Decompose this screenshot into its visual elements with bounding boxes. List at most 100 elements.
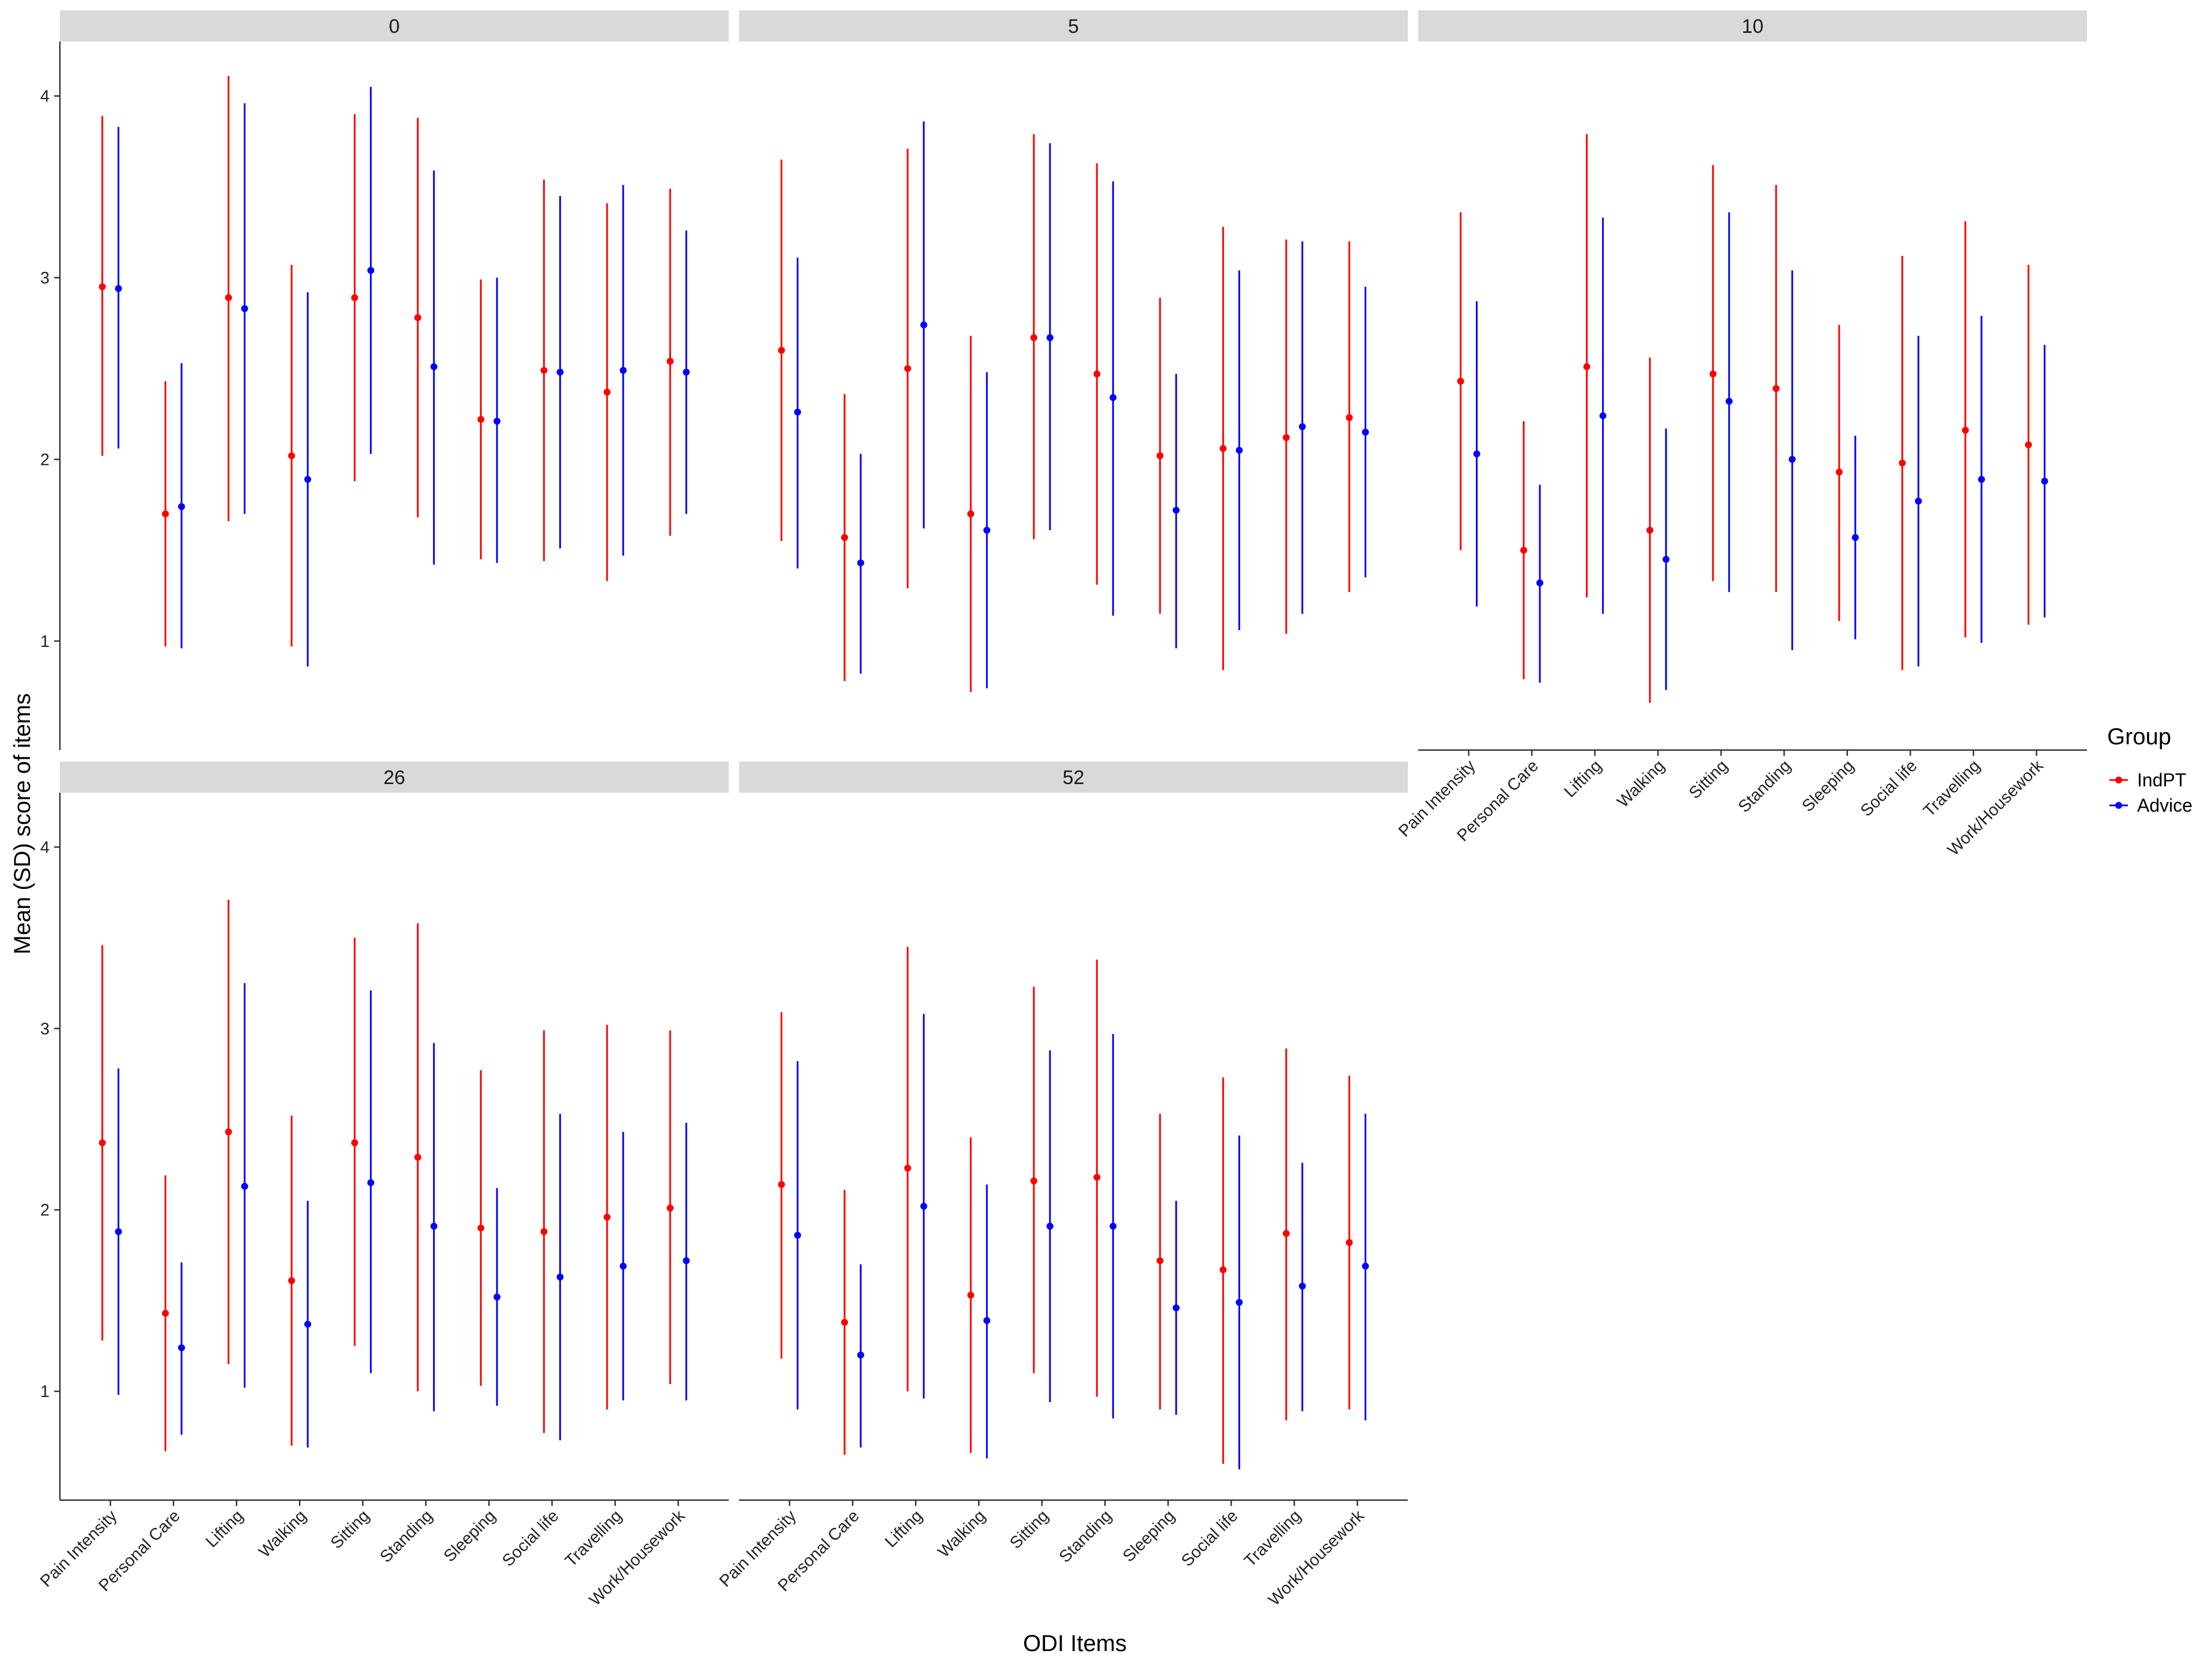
mean-point-10-Advice-0: [1473, 450, 1480, 457]
mean-point-26-IndPT-5: [414, 1153, 422, 1161]
x-tick-label-2-4: Sitting: [1685, 756, 1732, 802]
mean-point-5-Advice-3: [983, 527, 991, 534]
mean-point-0-IndPT-0: [99, 283, 106, 290]
x-axis-title: ODI Items: [1023, 1631, 1127, 1656]
mean-point-26-IndPT-2: [225, 1128, 232, 1135]
x-tick-label-1-6: Sleeping: [1119, 1506, 1178, 1565]
legend-key-point-IndPT: [2115, 777, 2122, 783]
facet-strip-10: [1418, 10, 2087, 41]
mean-point-10-IndPT-1: [1520, 547, 1528, 554]
mean-point-10-IndPT-9: [2025, 441, 2032, 449]
legend-title: Group: [2107, 724, 2171, 749]
mean-point-10-Advice-4: [1725, 397, 1733, 405]
mean-point-5-IndPT-8: [1282, 434, 1290, 441]
x-tick-label-1-2: Lifting: [881, 1506, 926, 1551]
mean-point-52-IndPT-7: [1219, 1266, 1227, 1274]
mean-point-5-Advice-4: [1046, 334, 1054, 342]
mean-point-10-Advice-8: [1978, 476, 1985, 483]
mean-point-52-IndPT-9: [1346, 1239, 1353, 1246]
mean-point-5-IndPT-3: [967, 510, 975, 517]
mean-point-52-Advice-1: [857, 1351, 865, 1359]
x-tick-label-1-7: Social life: [1178, 1506, 1241, 1570]
mean-point-5-IndPT-7: [1219, 445, 1227, 452]
mean-point-5-IndPT-0: [778, 347, 785, 354]
mean-point-0-IndPT-2: [225, 294, 232, 301]
x-tick-label-0-6: Sleeping: [440, 1506, 499, 1565]
mean-point-0-Advice-6: [493, 418, 501, 425]
mean-point-26-IndPT-1: [162, 1309, 169, 1317]
legend-key-point-Advice: [2115, 802, 2122, 809]
mean-point-52-IndPT-8: [1282, 1230, 1290, 1237]
mean-point-10-IndPT-4: [1709, 370, 1717, 378]
mean-point-52-Advice-7: [1236, 1298, 1243, 1306]
mean-point-5-Advice-2: [920, 321, 927, 328]
mean-point-52-Advice-5: [1109, 1222, 1117, 1230]
mean-point-0-Advice-0: [115, 285, 122, 292]
mean-point-10-Advice-3: [1662, 555, 1670, 563]
facet-strip-52: [739, 762, 1408, 793]
x-tick-label-1-3: Walking: [934, 1506, 989, 1561]
y-tick-label-row-0-2: 2: [40, 450, 50, 469]
x-tick-label-2-3: Walking: [1613, 756, 1668, 811]
mean-point-26-IndPT-4: [351, 1139, 358, 1146]
x-tick-label-0-4: Sitting: [327, 1506, 373, 1553]
mean-point-26-IndPT-0: [99, 1139, 106, 1146]
mean-point-26-IndPT-3: [288, 1277, 296, 1285]
mean-point-26-IndPT-6: [477, 1224, 484, 1232]
y-tick-label-row-0-1: 1: [40, 633, 50, 651]
mean-point-26-Advice-2: [241, 1183, 248, 1190]
mean-point-26-Advice-3: [304, 1320, 312, 1328]
mean-point-10-IndPT-7: [1899, 459, 1906, 467]
x-tick-label-2-5: Standing: [1735, 756, 1795, 816]
y-tick-label-row-1-4: 4: [40, 838, 50, 857]
mean-point-5-Advice-8: [1298, 423, 1306, 430]
mean-point-0-IndPT-4: [351, 294, 358, 301]
y-tick-label-row-1-2: 2: [40, 1201, 50, 1220]
mean-point-26-Advice-6: [493, 1293, 501, 1301]
mean-point-0-Advice-8: [619, 366, 627, 374]
mean-point-52-IndPT-1: [841, 1319, 849, 1326]
x-tick-label-2-7: Social life: [1857, 756, 1921, 820]
mean-point-52-Advice-0: [794, 1232, 801, 1239]
x-tick-label-1-8: Travelling: [1241, 1506, 1305, 1570]
mean-point-5-Advice-5: [1109, 394, 1117, 402]
mean-point-0-Advice-3: [304, 476, 312, 483]
mean-point-0-IndPT-8: [603, 388, 611, 396]
mean-point-52-Advice-3: [983, 1317, 991, 1324]
mean-point-0-IndPT-9: [666, 358, 674, 365]
mean-point-52-Advice-8: [1298, 1282, 1306, 1290]
mean-point-0-Advice-9: [683, 369, 690, 376]
mean-point-10-IndPT-6: [1835, 468, 1843, 476]
mean-point-5-IndPT-2: [904, 365, 911, 372]
x-tick-label-1-5: Standing: [1056, 1506, 1116, 1566]
y-tick-label-row-1-1: 1: [40, 1383, 50, 1401]
mean-point-5-Advice-0: [794, 408, 801, 416]
mean-point-5-IndPT-5: [1093, 370, 1101, 378]
x-tick-label-2-6: Sleeping: [1798, 756, 1857, 815]
mean-point-10-Advice-5: [1789, 456, 1796, 463]
mean-point-0-Advice-1: [178, 503, 185, 510]
legend-label-Advice: Advice: [2137, 795, 2192, 816]
facet-strip-label-5: 5: [1068, 16, 1079, 37]
facet-strip-5: [739, 10, 1408, 41]
mean-point-26-Advice-0: [115, 1228, 122, 1235]
mean-point-10-Advice-1: [1536, 579, 1544, 586]
mean-point-10-Advice-9: [2041, 478, 2048, 485]
mean-point-10-IndPT-8: [1961, 426, 1969, 434]
x-tick-label-0-5: Standing: [377, 1506, 437, 1566]
x-tick-label-2-2: Lifting: [1560, 756, 1605, 801]
mean-point-0-IndPT-7: [540, 366, 548, 374]
mean-point-0-Advice-7: [556, 369, 564, 376]
x-tick-label-0-7: Social life: [499, 1506, 562, 1570]
x-tick-label-0-8: Travelling: [562, 1506, 626, 1570]
mean-point-52-Advice-4: [1046, 1222, 1054, 1230]
x-tick-label-1-4: Sitting: [1006, 1506, 1052, 1553]
mean-point-26-Advice-1: [178, 1344, 185, 1351]
mean-point-10-IndPT-0: [1457, 377, 1464, 385]
mean-point-0-Advice-2: [241, 305, 248, 312]
facet-strip-label-26: 26: [384, 767, 406, 789]
mean-point-52-IndPT-4: [1030, 1177, 1037, 1184]
mean-point-0-Advice-4: [367, 267, 374, 274]
facet-strip-0: [60, 10, 729, 41]
